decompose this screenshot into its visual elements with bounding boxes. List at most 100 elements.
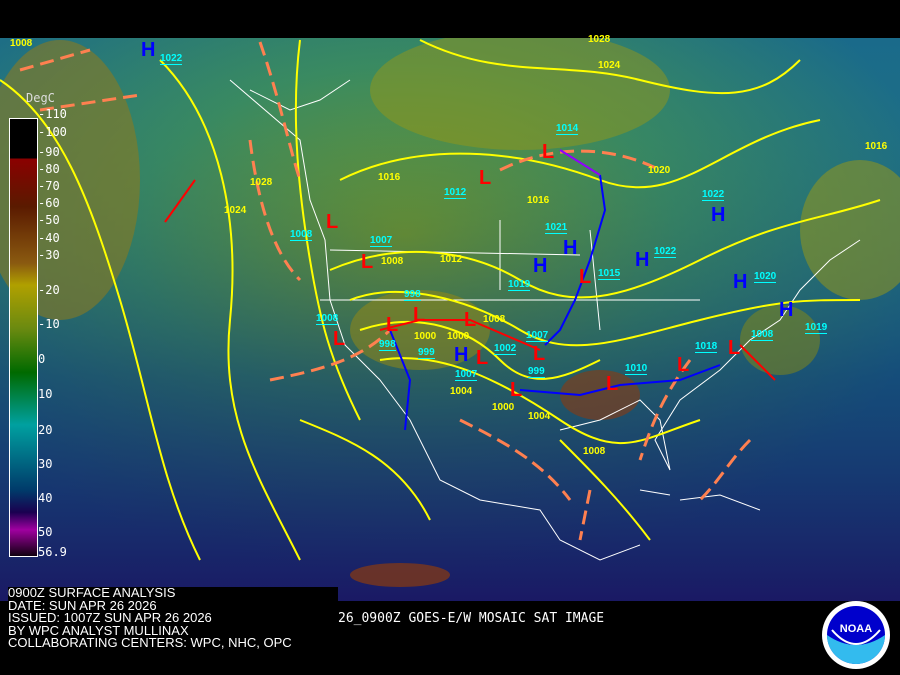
isobars [0,39,881,561]
colorbar-tick: -90 [38,145,60,159]
isobar-label: 1000 [447,331,470,342]
noaa-logo: NOAA [822,601,890,669]
warm-front-east [739,344,776,381]
colorbar-tick: -100 [38,125,67,139]
isobar-label: 1008 [381,256,404,267]
low-pressure-center: L [479,167,492,189]
isobar-label: 1024 [598,60,621,71]
low-pressure-center: L [413,304,426,326]
center-pressure: 1008 [316,313,339,325]
isobar-label: 1000 [492,402,515,413]
isobar-label: 1028 [588,34,611,45]
colorbar-tick: 40 [38,491,53,505]
stationary-front-gulf [519,364,721,397]
center-pressure: 999 [418,347,435,359]
temperature-colorbar [9,118,38,557]
occluded-front-pacific [164,179,196,223]
isobar-label: 1000 [414,331,437,342]
high-pressure-center: H [141,39,156,61]
isobar-label: 1028 [250,177,273,188]
satellite-image-label: 26_0900Z GOES-E/W MOSAIC SAT IMAGE [338,611,605,626]
colorbar-tick: 50 [38,525,53,539]
satellite-background [0,38,900,601]
center-pressure: 1022 [160,53,183,65]
isobar-label: 1012 [440,254,463,265]
center-pressure: 1015 [598,268,621,280]
center-pressure: 1019 [805,322,828,334]
colorbar-tick: -10 [38,317,60,331]
isobar-label: 1016 [378,172,401,183]
colorbar-tick: -20 [38,283,60,297]
low-pressure-center: L [579,266,592,288]
high-pressure-center: H [533,255,548,277]
noaa-logo-text: NOAA [840,623,872,635]
low-pressure-center: L [333,328,346,350]
isobar-label: 1016 [865,141,888,152]
center-pressure: 1019 [508,279,531,291]
colorbar-tick: 56.9 [38,545,67,559]
center-pressure: 1022 [654,246,677,258]
isobar-label: 1024 [224,205,247,216]
analysis-title: 0900Z SURFACE ANALYSIS [8,585,176,600]
high-pressure-center: H [779,299,794,321]
isobar-label: 1008 [483,314,506,325]
occluded-front-canada [559,149,601,176]
fronts [164,149,776,431]
isobar-label: 1008 [583,446,606,457]
center-pressure: 1010 [625,363,648,375]
isobar-label: 1004 [450,386,473,397]
center-pressure: 1022 [702,189,725,201]
colorbar-tick: -30 [38,248,60,262]
center-pressure: 998 [404,289,421,301]
colorbar-tick: 10 [38,387,53,401]
low-pressure-center: L [677,354,690,376]
high-pressure-center: H [635,249,650,271]
warm-front-plains [379,319,541,351]
issued-time: ISSUED: 1007Z SUN APR 26 2026 [8,610,212,626]
center-pressure: 1014 [556,123,579,135]
coastline-borders [229,79,861,561]
center-pressure: 1021 [545,222,568,234]
low-pressure-center: L [510,379,523,401]
colorbar-tick: -80 [38,162,60,176]
center-pressure: 1007 [370,235,393,247]
cold-front-midwest [544,174,607,346]
low-pressure-center: L [606,373,619,395]
low-pressure-center: L [361,251,374,273]
analysis-info: 0900Z SURFACE ANALYSIS DATE: SUN APR 26 … [8,585,338,651]
isobar-label: 1008 [10,38,33,49]
center-pressure: 1007 [455,369,478,381]
colorbar-tick: 0 [38,352,46,366]
isobar-label: 1016 [527,195,550,206]
high-pressure-center: H [733,271,748,293]
colorbar-tick: -70 [38,179,60,193]
center-pressure: 1008 [751,329,774,341]
troughs [19,41,752,541]
low-pressure-center: L [464,309,477,331]
colorbar-tick: 30 [38,457,53,471]
collaborating-centers: COLLABORATING CENTERS: WPC, NHC, OPC [8,635,292,651]
colorbar-unit: DegC [26,91,55,105]
isobar-label: 1004 [528,411,551,422]
colorbar-tick: 20 [38,423,53,437]
low-pressure-center: L [533,343,546,365]
center-pressure: 999 [528,366,545,378]
high-pressure-center: H [711,204,726,226]
center-pressure: 1018 [695,341,718,353]
cold-front-southwest [389,329,412,431]
colorbar-tick: -110 [38,107,67,121]
analyst: BY WPC ANALYST MULLINAX [8,622,189,638]
center-pressure: 1020 [754,271,777,283]
center-pressure: 1008 [290,229,313,241]
low-pressure-center: L [326,211,339,233]
high-pressure-center: H [454,344,469,366]
low-pressure-center: L [386,314,399,336]
center-pressure: 1002 [494,343,517,355]
isobar-label: 1020 [648,165,671,176]
analysis-date: DATE: SUN APR 26 2026 [8,597,157,613]
center-pressure: 1012 [444,187,467,199]
center-pressure: 1007 [526,330,549,342]
colorbar-tick: -40 [38,231,60,245]
low-pressure-center: L [728,337,741,359]
